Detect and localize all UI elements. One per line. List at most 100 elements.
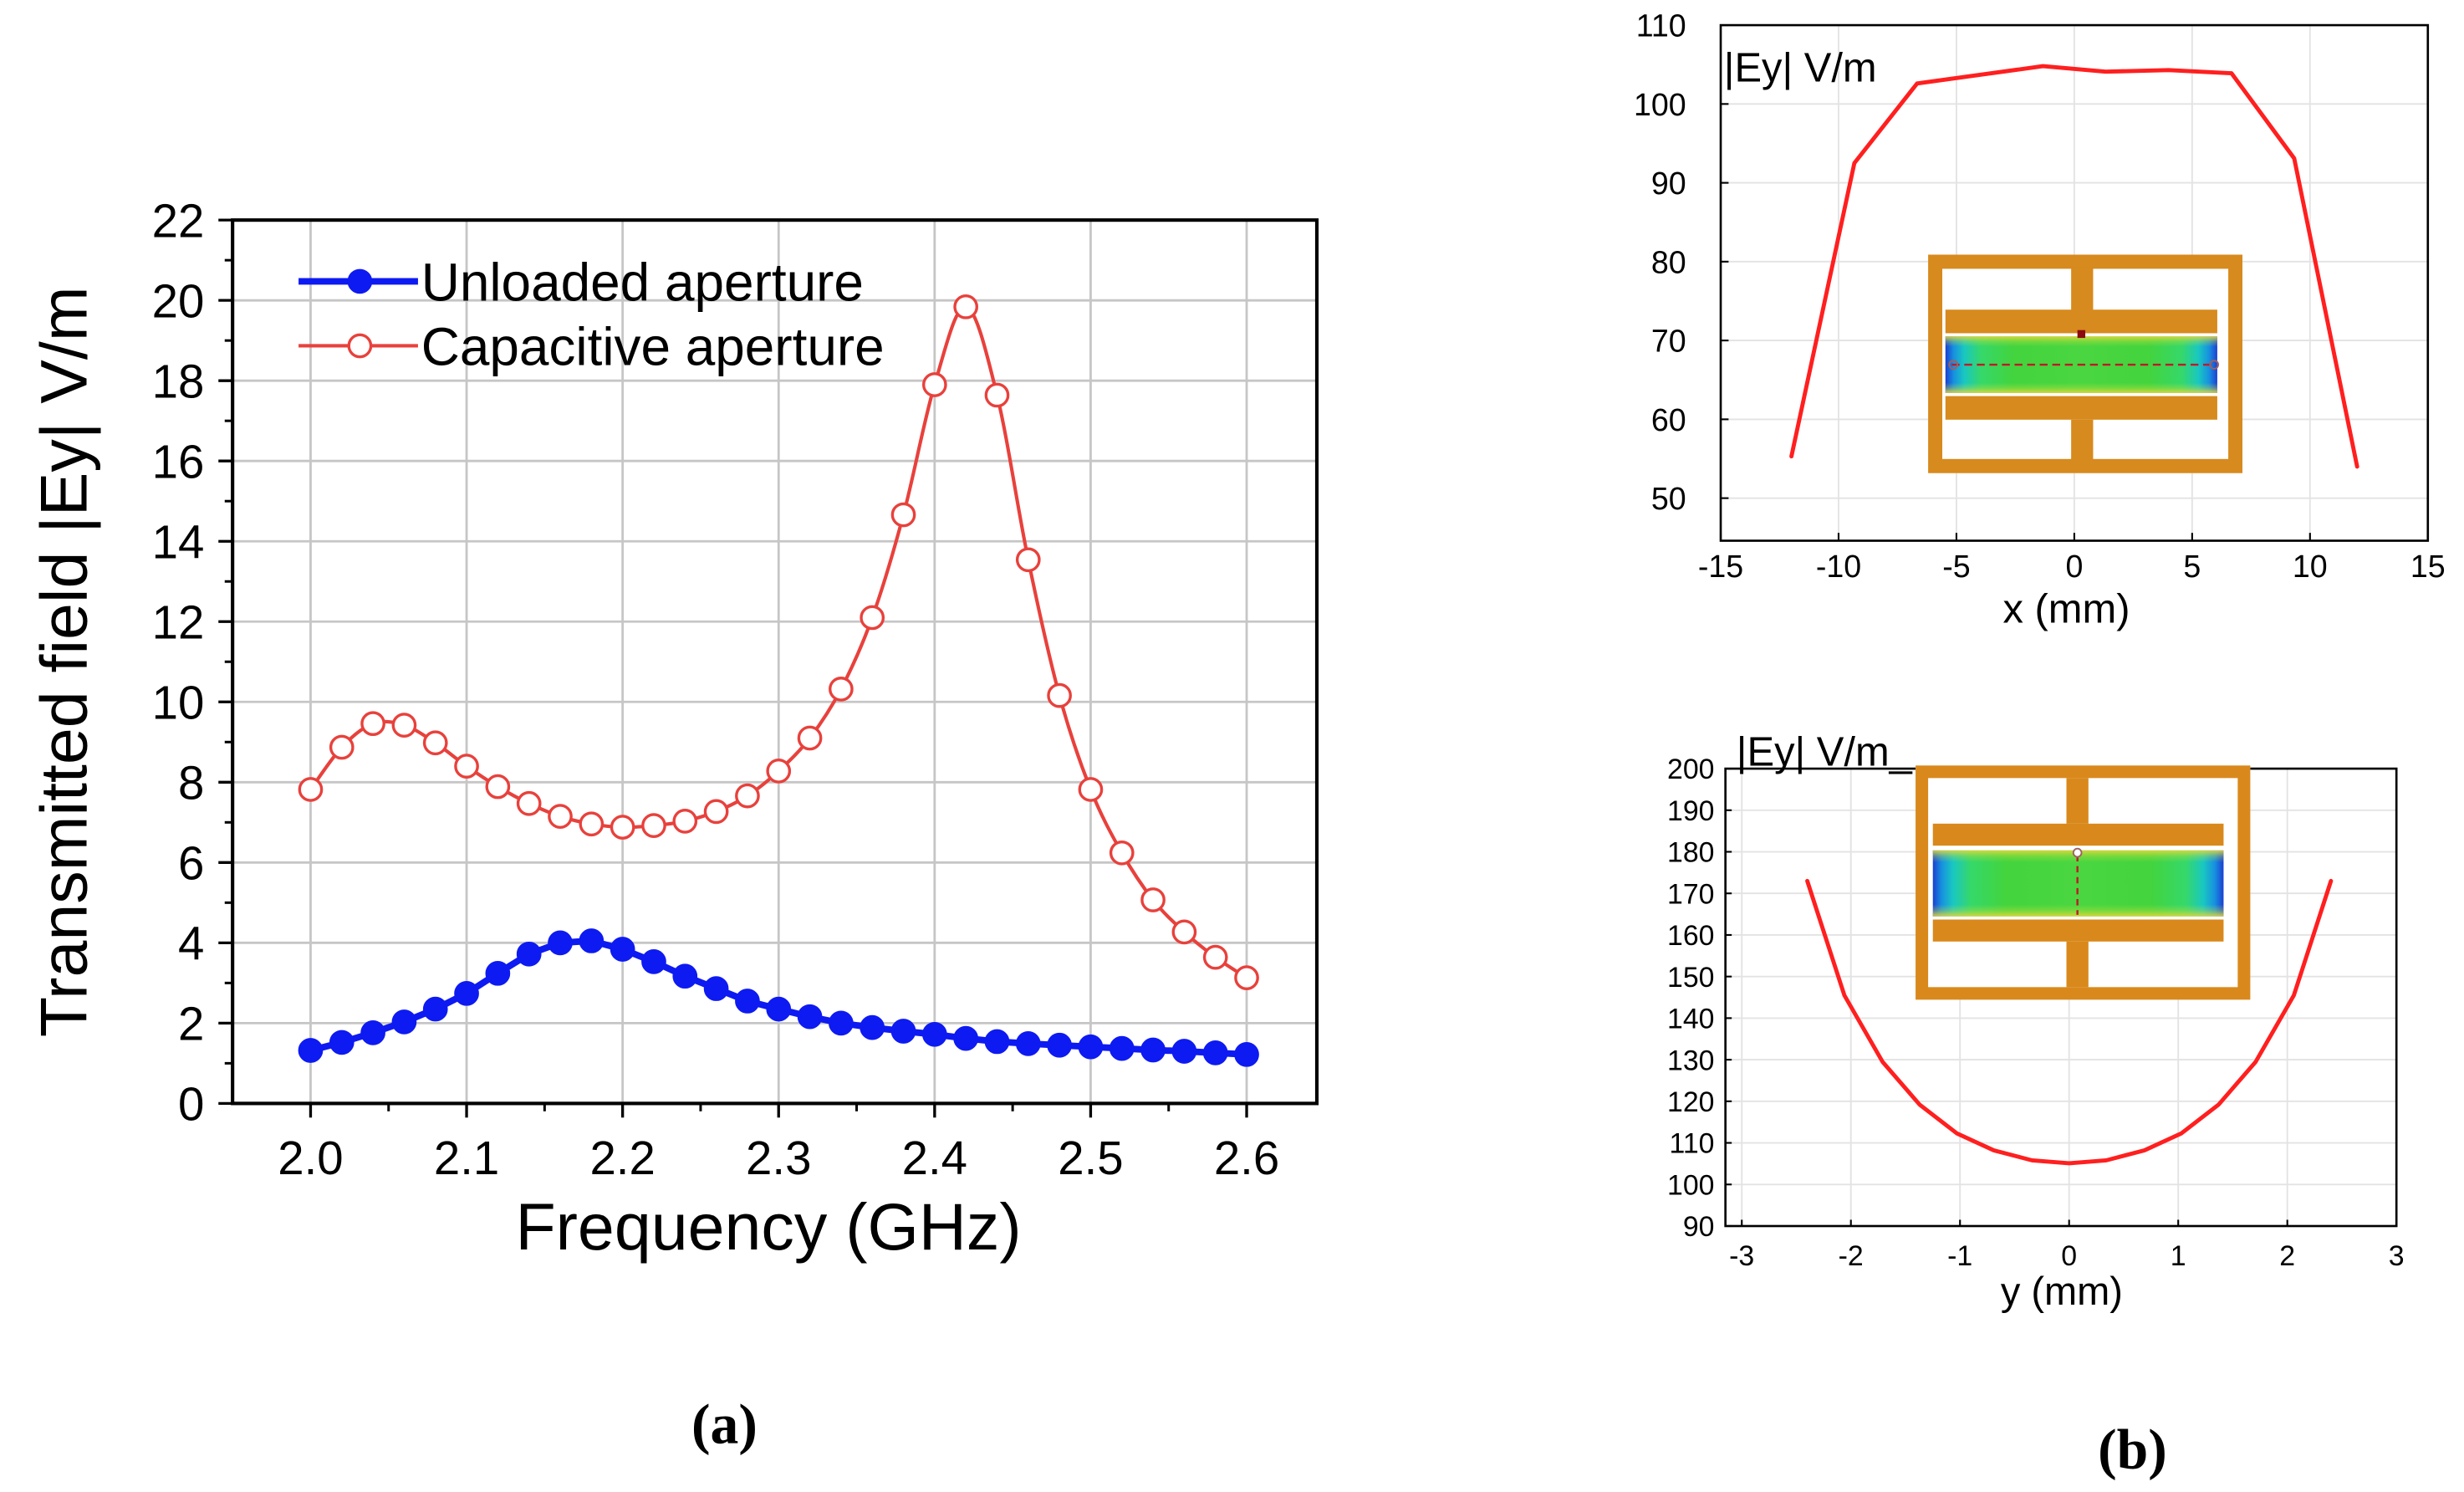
series-line-0: [1789, 64, 2359, 469]
legend-label: Unloaded aperture: [421, 252, 864, 312]
legend-item-capacitive-aperture: Capacitive aperture: [298, 316, 885, 376]
chart-a: 0 2 4 6 8 10 12 14 16 18 20 22 2.0 2.1 2.2 2.3 2.4 2.5 2.6…: [27, 194, 1319, 1264]
x-tick-label: -10: [1816, 549, 1861, 584]
inset-bottom-stem: [2071, 419, 2094, 461]
y-tick-label: 14: [152, 516, 205, 569]
inset-top-bar: [1932, 823, 2224, 846]
y-tick-label: 4: [178, 917, 204, 970]
y-tick-label: 200: [1667, 754, 1714, 785]
data-point-capacitive-aperture: [516, 790, 542, 816]
x-tick-label: 2.3: [746, 1132, 811, 1184]
data-point-capacitive-aperture: [735, 783, 760, 809]
data-point-unloaded-aperture: [1078, 1034, 1104, 1060]
x-axis-label: Frequency (GHz): [515, 1190, 1021, 1264]
x-tick-label: -3: [1729, 1240, 1754, 1272]
x-tick-label: 2: [2279, 1240, 2295, 1272]
y-tick-label: 80: [1651, 244, 1686, 279]
y-tick-label: 90: [1651, 166, 1686, 201]
inset-bottom-bar: [1932, 919, 2224, 942]
x-tick-label: 2.1: [434, 1132, 499, 1184]
data-point-unloaded-aperture: [422, 996, 448, 1022]
x-tick-label: 3: [2389, 1240, 2405, 1272]
data-point-capacitive-aperture: [1015, 547, 1041, 573]
data-point-capacitive-aperture: [298, 777, 324, 802]
data-point-capacitive-aperture: [860, 605, 885, 631]
inset-probe-end: [1948, 360, 1959, 370]
x-tick-label: 0: [2061, 1240, 2077, 1272]
data-point-unloaded-aperture: [360, 1020, 385, 1045]
data-point-capacitive-aperture: [1109, 840, 1135, 866]
x-tick-label: 2.0: [278, 1132, 343, 1184]
data-point-capacitive-aperture: [1047, 682, 1072, 708]
legend-marker: [347, 333, 373, 359]
data-point-capacitive-aperture: [703, 799, 729, 825]
data-point-unloaded-aperture: [1015, 1031, 1041, 1056]
series-line-capacitive-aperture: [309, 304, 1249, 980]
data-point-unloaded-aperture: [735, 989, 760, 1014]
legend-item-unloaded-aperture: Unloaded aperture: [298, 252, 864, 312]
y-tick-label: 90: [1683, 1211, 1715, 1243]
field-unit-annotation: |Ey| V/m: [1724, 46, 1877, 91]
data-point-unloaded-aperture: [329, 1030, 355, 1055]
y-tick-label: 16: [152, 436, 205, 488]
y-tick-label: 6: [178, 837, 204, 890]
data-point-capacitive-aperture: [1140, 887, 1166, 912]
plot-area: [232, 220, 1317, 1104]
y-tick-label: 12: [152, 596, 205, 649]
data-point-unloaded-aperture: [1171, 1039, 1197, 1064]
x-axis-label: y (mm): [2001, 1269, 2123, 1313]
data-point-capacitive-aperture: [921, 372, 947, 397]
inset-top-stem: [2071, 267, 2094, 312]
data-point-capacitive-aperture: [548, 804, 573, 829]
data-point-capacitive-aperture: [1171, 919, 1197, 945]
data-point-unloaded-aperture: [1047, 1032, 1072, 1058]
data-point-unloaded-aperture: [1234, 1041, 1259, 1067]
data-point-capacitive-aperture: [422, 730, 448, 756]
data-point-unloaded-aperture: [1140, 1037, 1166, 1063]
y-tick-label: 2: [178, 998, 204, 1050]
inset-outer-frame: [1928, 254, 2242, 473]
panel-label-a: (a): [691, 1392, 758, 1455]
data-point-unloaded-aperture: [1202, 1040, 1228, 1065]
x-tick-label: 1: [2171, 1240, 2186, 1272]
y-axis-label: Transmitted field |Ey| V/m: [27, 286, 100, 1037]
data-point-capacitive-aperture: [1234, 965, 1259, 990]
inset-bottom-bar: [1945, 396, 2217, 420]
data-point-unloaded-aperture: [890, 1019, 916, 1044]
y-tick-label: 10: [152, 677, 205, 729]
data-point-unloaded-aperture: [672, 963, 698, 989]
x-tick-label: 2.2: [589, 1132, 655, 1184]
data-point-capacitive-aperture: [1078, 777, 1104, 802]
data-point-capacitive-aperture: [797, 725, 823, 751]
data-point-unloaded-aperture: [485, 960, 511, 986]
data-point-capacitive-aperture: [329, 734, 355, 760]
field-unit-annotation: |Ey| V/m_: [1737, 729, 1913, 774]
legend-marker: [347, 268, 373, 294]
y-tick-label: 110: [1636, 8, 1686, 43]
data-point-unloaded-aperture: [610, 937, 635, 962]
data-point-unloaded-aperture: [953, 1025, 979, 1051]
x-tick-label: 5: [2183, 549, 2201, 584]
y-tick-label: 180: [1667, 837, 1714, 869]
data-point-capacitive-aperture: [829, 677, 854, 702]
inset-feed-marker: [2077, 330, 2086, 339]
inset-top-bar: [1945, 309, 2217, 334]
x-tick-label: 2.5: [1058, 1132, 1123, 1184]
y-tick-label: 190: [1667, 795, 1714, 827]
data-point-unloaded-aperture: [984, 1029, 1010, 1055]
y-tick-label: 60: [1651, 402, 1686, 437]
data-point-capacitive-aperture: [641, 813, 666, 838]
inset-outer-frame: [1916, 765, 2251, 1000]
x-axis-label: x (mm): [2003, 586, 2130, 631]
data-point-capacitive-aperture: [1202, 944, 1228, 970]
y-tick-label: 170: [1667, 878, 1714, 910]
x-tick-label: -15: [1698, 549, 1743, 584]
y-tick-label: 140: [1667, 1004, 1714, 1035]
data-point-capacitive-aperture: [890, 502, 916, 528]
data-point-unloaded-aperture: [579, 928, 605, 953]
data-point-unloaded-aperture: [703, 976, 729, 1001]
x-tick-label: -2: [1839, 1240, 1864, 1272]
